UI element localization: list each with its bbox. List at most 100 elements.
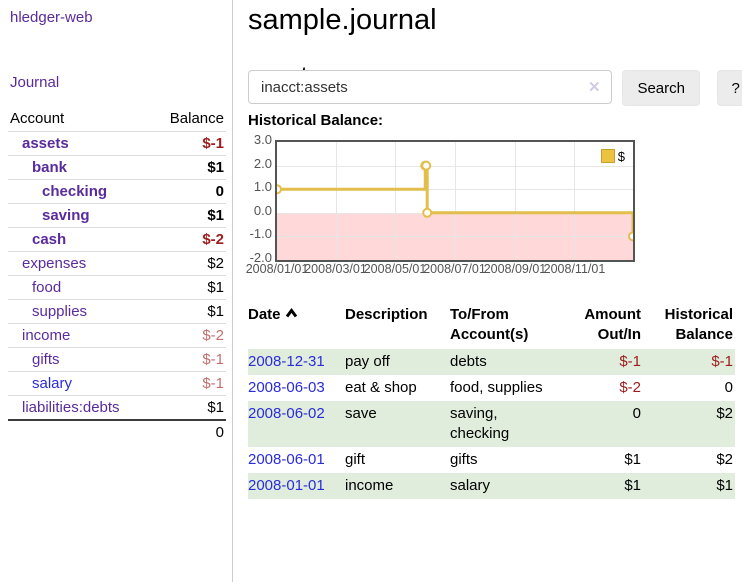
x-tick-label: 2008/09/01	[483, 262, 547, 276]
transaction-accounts: gifts	[450, 451, 478, 468]
legend-swatch-icon	[600, 149, 615, 163]
account-row: expenses $2	[8, 251, 226, 276]
account-link[interactable]: bank	[32, 159, 68, 176]
search-input[interactable]	[248, 70, 612, 104]
transaction-amount: $-1	[550, 349, 643, 375]
transaction-date-link[interactable]: 2008-01-01	[248, 477, 325, 494]
x-tick-label: 2008/11/01	[543, 262, 606, 276]
transaction-balance: $2	[716, 451, 733, 468]
account-balance: $1	[207, 279, 224, 296]
sidebar-item-journal[interactable]: Journal	[10, 74, 60, 91]
chart-point	[277, 184, 282, 195]
transaction-accounts: saving, checking	[450, 401, 550, 447]
transaction-balance: $-1	[643, 349, 735, 375]
page-title: sample.journal	[248, 4, 437, 36]
x-tick-label: 2008/01/01	[245, 262, 309, 276]
account-link[interactable]: income	[22, 327, 71, 344]
transaction-date-cell: 2008-06-03	[248, 375, 345, 401]
transaction-row: 2008-06-03 eat & shop food, supplies $-2 0	[248, 375, 735, 401]
account-link[interactable]: food	[32, 279, 62, 296]
register-table-body: 2008-12-31 pay off debts $-1 $-1 2008-06-03 ea…	[248, 349, 735, 499]
x-tick-label: 2008/03/01	[304, 262, 367, 276]
grid-line-v	[395, 142, 396, 260]
transaction-date-link[interactable]: 2008-06-02	[248, 405, 325, 422]
sort-asc-icon	[285, 308, 297, 318]
account-link[interactable]: gifts	[32, 351, 60, 368]
transaction-row: 2008-12-31 pay off debts $-1 $-1	[248, 349, 735, 375]
y-tick-label: -2.0	[249, 250, 272, 265]
transaction-accounts: salary	[450, 473, 550, 499]
y-tick-label: 2.0	[253, 155, 272, 171]
account-row: salary $-1	[8, 371, 226, 396]
account-balance: $-2	[202, 231, 224, 248]
register-header-description: Description	[345, 306, 428, 323]
y-tick-label: 3.0	[253, 132, 272, 147]
account-row: liabilities:debts $1	[8, 395, 226, 421]
transaction-date-link[interactable]: 2008-12-31	[248, 353, 325, 370]
account-link[interactable]: expenses	[22, 255, 87, 272]
app-title-link[interactable]: hledger-web	[10, 9, 93, 26]
account-row: assets $-1	[8, 131, 226, 156]
y-tick-label: -1.0	[249, 226, 272, 242]
search-form: ✕ Search ?	[248, 70, 742, 106]
y-tick-label: 1.0	[253, 179, 272, 195]
transaction-date-cell: 2008-01-01	[248, 473, 345, 499]
transaction-balance: $1	[643, 473, 735, 499]
account-balance: $1	[207, 207, 224, 224]
accounts-total-spacer	[8, 420, 151, 444]
transaction-description: income	[345, 473, 450, 499]
main-content: sample.journal ✕ Search ? assets Histori…	[233, 0, 742, 582]
register-header-amount: Amount Out/In	[584, 306, 641, 343]
transaction-date-link[interactable]: 2008-06-01	[248, 451, 325, 468]
account-link[interactable]: salary	[32, 375, 73, 392]
register-header-date[interactable]: Date	[248, 303, 345, 349]
sidebar: hledger-web Journal Account Balance asse…	[0, 0, 233, 582]
accounts-header-balance: Balance	[169, 110, 224, 127]
chart-title: Historical Balance:	[248, 112, 384, 129]
accounts-table-body: assets $-1 bank $1 checking 0 saving $1 cash $-2 e…	[8, 131, 226, 421]
transaction-date-link[interactable]: 2008-06-03	[248, 379, 325, 396]
accounts-table: Account Balance assets $-1 bank $1 checking 0…	[8, 107, 226, 444]
historical-balance-chart: $ 3.0 2.0 1.0 0.0 -1.0 -2.0 2008/01/01 2008/03…	[245, 133, 742, 284]
help-button[interactable]: ?	[717, 70, 742, 106]
account-row: bank $1	[8, 155, 226, 180]
account-balance: $1	[207, 159, 224, 176]
account-link[interactable]: saving	[42, 207, 90, 224]
register-header-balance: Historical Balance	[664, 306, 733, 343]
transaction-description: pay off	[345, 349, 450, 375]
chart-point	[421, 160, 432, 171]
account-balance: $-1	[202, 375, 224, 392]
account-link[interactable]: supplies	[32, 303, 88, 320]
grid-line-v	[515, 142, 516, 260]
account-link[interactable]: cash	[32, 231, 67, 248]
account-balance: 0	[215, 183, 224, 200]
grid-line-v	[336, 142, 337, 260]
accounts-total-value: 0	[215, 424, 224, 441]
register-header-accounts: To/From Account(s)	[450, 306, 529, 343]
transaction-balance: $2	[643, 401, 735, 447]
accounts-header-account: Account	[10, 110, 65, 127]
transaction-date-cell: 2008-12-31	[248, 349, 345, 375]
account-row: gifts $-1	[8, 347, 226, 372]
transaction-amount: 0	[550, 401, 643, 447]
transaction-date-cell: 2008-06-01	[248, 447, 345, 473]
accounts-header-row: Account Balance	[8, 107, 226, 132]
account-balance: $-1	[202, 351, 224, 368]
account-balance: $1	[207, 399, 224, 416]
account-row: cash $-2	[8, 227, 226, 252]
transaction-amount: $1	[624, 451, 641, 468]
transaction-description: gift	[345, 451, 366, 468]
clear-search-icon[interactable]: ✕	[588, 79, 601, 96]
register-header-row: Date Description To/From Account(s) Amou…	[248, 303, 735, 349]
account-link[interactable]: checking	[42, 183, 108, 200]
transaction-accounts: food, supplies	[450, 379, 543, 396]
chart-series	[277, 160, 633, 242]
search-button[interactable]: Search	[622, 70, 700, 106]
account-link[interactable]: liabilities:debts	[22, 399, 120, 416]
x-tick-label: 2008/07/01	[423, 262, 486, 276]
grid-line-v	[574, 142, 575, 260]
transaction-amount: $-2	[619, 379, 641, 396]
transaction-row: 2008-06-02 save saving, checking 0 $2	[248, 401, 735, 447]
transaction-description: eat & shop	[345, 379, 417, 396]
account-link[interactable]: assets	[22, 135, 69, 152]
